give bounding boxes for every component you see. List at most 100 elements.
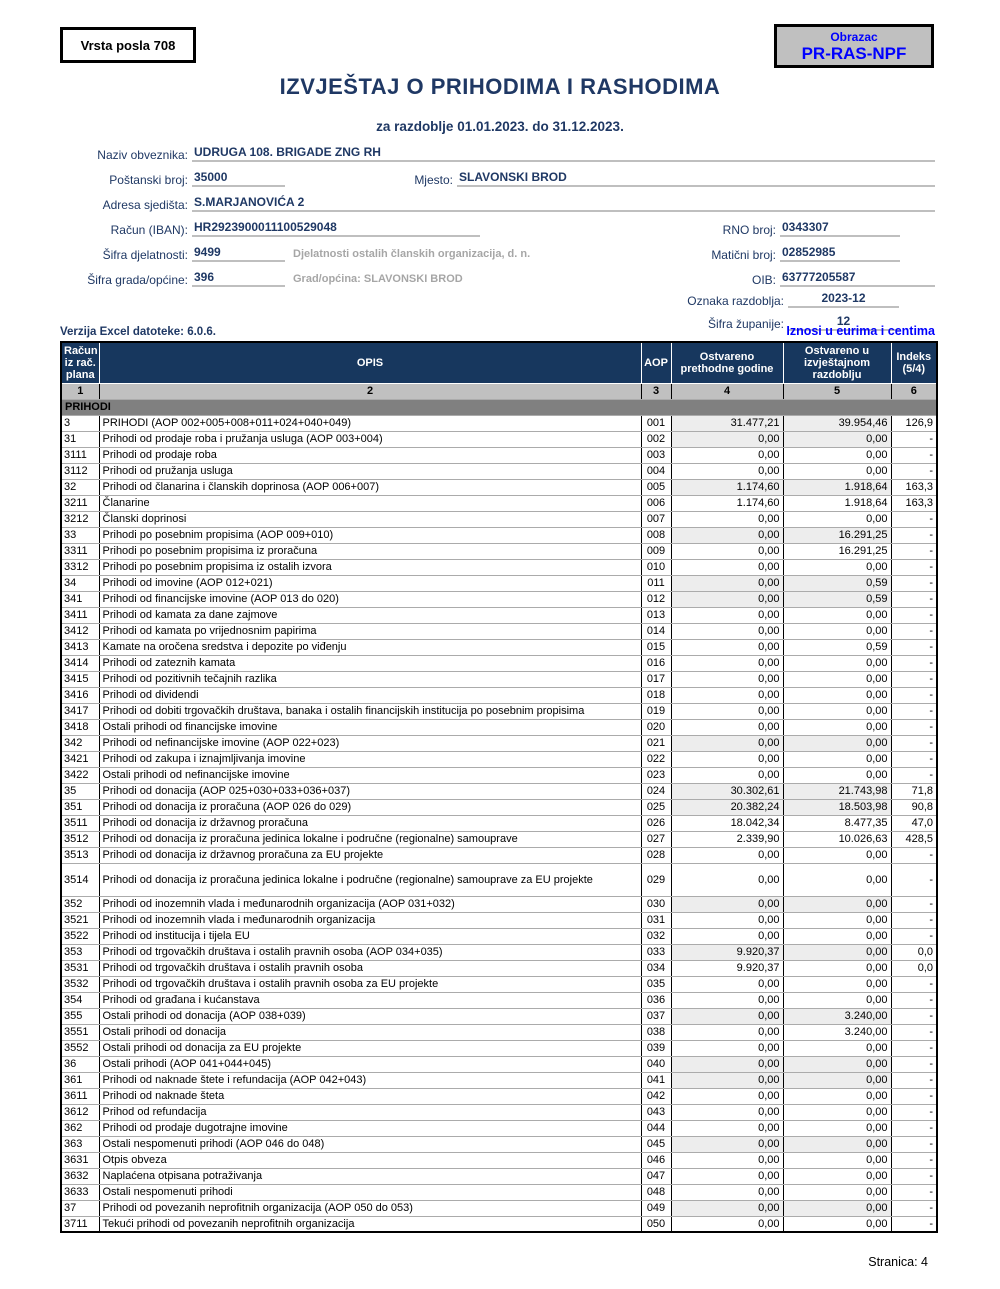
- row-current-value: 0,00: [783, 976, 892, 993]
- row-index-value: -: [891, 559, 938, 576]
- row-code: 3421: [61, 751, 100, 768]
- row-aop: 023: [641, 767, 672, 784]
- row-description: Prihodi od donacija iz proračuna jedinic…: [99, 831, 642, 848]
- row-prev-year-value: 0,00: [671, 447, 784, 464]
- row-aop: 010: [641, 559, 672, 576]
- row-current-value: 0,00: [783, 431, 892, 448]
- row-aop: 045: [641, 1136, 672, 1153]
- row-current-value: 0,00: [783, 463, 892, 480]
- table-row: 3413 Kamate na oročena sredstva i depozit…: [61, 639, 938, 656]
- row-aop: 019: [641, 703, 672, 720]
- row-aop: 021: [641, 735, 672, 752]
- oib-value: 63777205587: [780, 270, 935, 287]
- row-current-value: 8.477,35: [783, 815, 892, 832]
- row-prev-year-value: 9.920,37: [671, 960, 784, 977]
- table-row: 361 Prihodi od naknade štete i refundacij…: [61, 1072, 938, 1089]
- row-index-value: 47,0: [891, 815, 938, 832]
- row-current-value: 0,00: [783, 1088, 892, 1105]
- row-current-value: 0,00: [783, 447, 892, 464]
- row-code: 3414: [61, 655, 100, 672]
- row-prev-year-value: 0,00: [671, 1120, 784, 1137]
- row-description: Prihodi od trgovačkih društava i ostalih…: [99, 944, 642, 961]
- header-racun: Račun iz rač. plana: [61, 342, 100, 384]
- row-index-value: -: [891, 1088, 938, 1105]
- row-prev-year-value: 0,00: [671, 719, 784, 736]
- page-title: IZVJEŠTAJ O PRIHODIMA I RASHODIMA: [279, 74, 721, 99]
- row-description: Prihodi po posebnim propisima iz proraču…: [99, 543, 642, 560]
- row-code: 3311: [61, 543, 100, 560]
- rno-broj-label: RNO broj:: [722, 223, 776, 237]
- row-index-value: -: [891, 928, 938, 945]
- row-aop: 013: [641, 607, 672, 624]
- row-current-value: 0,00: [783, 703, 892, 720]
- row-prev-year-value: 0,00: [671, 928, 784, 945]
- row-description: Prihodi od inozemnih vlada i međunarodni…: [99, 896, 642, 913]
- row-description: Prihodi od prodaje roba i pružanja uslug…: [99, 431, 642, 448]
- table-row: 363 Ostali nespomenuti prihodi (AOP 046 d…: [61, 1136, 938, 1153]
- row-index-value: -: [891, 575, 938, 592]
- row-description: Ostali nespomenuti prihodi (AOP 046 do 0…: [99, 1136, 642, 1153]
- table-row: 36 Ostali prihodi (AOP 041+044+045) 040 0,0…: [61, 1056, 938, 1073]
- row-description: Prihodi od naknade šteta: [99, 1088, 642, 1105]
- row-prev-year-value: 0,00: [671, 703, 784, 720]
- row-code: 34: [61, 575, 100, 592]
- oznaka-razdoblja-value: 2023-12: [788, 291, 899, 308]
- row-aop: 031: [641, 912, 672, 929]
- row-prev-year-value: 0,00: [671, 591, 784, 608]
- row-code: 342: [61, 735, 100, 752]
- row-current-value: 0,00: [783, 928, 892, 945]
- row-description: Prihodi po posebnim propisima iz ostalih…: [99, 559, 642, 576]
- row-prev-year-value: 0,00: [671, 896, 784, 913]
- row-prev-year-value: 0,00: [671, 1200, 784, 1217]
- row-aop: 029: [641, 863, 672, 897]
- row-prev-year-value: 0,00: [671, 1104, 784, 1121]
- row-description: Prihodi od prodaje roba: [99, 447, 642, 464]
- col-num-6: 6: [891, 383, 938, 400]
- row-prev-year-value: 0,00: [671, 607, 784, 624]
- row-aop: 048: [641, 1184, 672, 1201]
- row-description: Prihodi od donacija iz proračuna (AOP 02…: [99, 799, 642, 816]
- row-index-value: -: [891, 751, 938, 768]
- row-code: 3632: [61, 1168, 100, 1185]
- row-aop: 040: [641, 1056, 672, 1073]
- row-description: Ostali prihodi od donacija za EU projekt…: [99, 1040, 642, 1057]
- row-aop: 002: [641, 431, 672, 448]
- row-code: 3422: [61, 767, 100, 784]
- row-description: Prihodi od zakupa i iznajmljivanja imovi…: [99, 751, 642, 768]
- row-description: Prihodi od financijske imovine (AOP 013 …: [99, 591, 642, 608]
- section-row-prihodi: PRIHODI: [61, 399, 938, 416]
- table-row: 3421 Prihodi od zakupa i iznajmljivanja i…: [61, 751, 938, 768]
- table-row: 33 Prihodi po posebnim propisima (AOP 009…: [61, 527, 938, 544]
- row-code: 3513: [61, 847, 100, 864]
- row-prev-year-value: 18.042,34: [671, 815, 784, 832]
- row-code: 3512: [61, 831, 100, 848]
- adresa-label: Adresa sjedišta:: [102, 198, 188, 212]
- row-prev-year-value: 0,00: [671, 1008, 784, 1025]
- row-current-value: 0,00: [783, 735, 892, 752]
- row-code: 3631: [61, 1152, 100, 1169]
- row-prev-year-value: 0,00: [671, 671, 784, 688]
- row-code: 351: [61, 799, 100, 816]
- row-aop: 015: [641, 639, 672, 656]
- row-index-value: -: [891, 1152, 938, 1169]
- row-prev-year-value: 0,00: [671, 527, 784, 544]
- row-description: Prihodi od zateznih kamata: [99, 655, 642, 672]
- row-current-value: 0,00: [783, 847, 892, 864]
- row-description: Prihodi od donacija iz državnog proračun…: [99, 847, 642, 864]
- row-index-value: -: [891, 447, 938, 464]
- row-code: 3312: [61, 559, 100, 576]
- col-num-1: 1: [61, 383, 100, 400]
- row-index-value: -: [891, 543, 938, 560]
- row-prev-year-value: 0,00: [671, 1088, 784, 1105]
- table-row: 3211 Članarine 006 1.174,60 1.918,64 163,3: [61, 495, 938, 512]
- row-prev-year-value: 0,00: [671, 1184, 784, 1201]
- row-current-value: 0,00: [783, 1184, 892, 1201]
- row-prev-year-value: 20.382,24: [671, 799, 784, 816]
- row-current-value: 0,00: [783, 960, 892, 977]
- header-prev-year: Ostvareno prethodne godine: [671, 342, 784, 384]
- row-index-value: -: [891, 671, 938, 688]
- grad-opcina-helper-note: Grad/općina: SLAVONSKI BROD: [293, 273, 463, 285]
- row-current-value: 0,00: [783, 1040, 892, 1057]
- row-description: Prihodi od trgovačkih društava i ostalih…: [99, 976, 642, 993]
